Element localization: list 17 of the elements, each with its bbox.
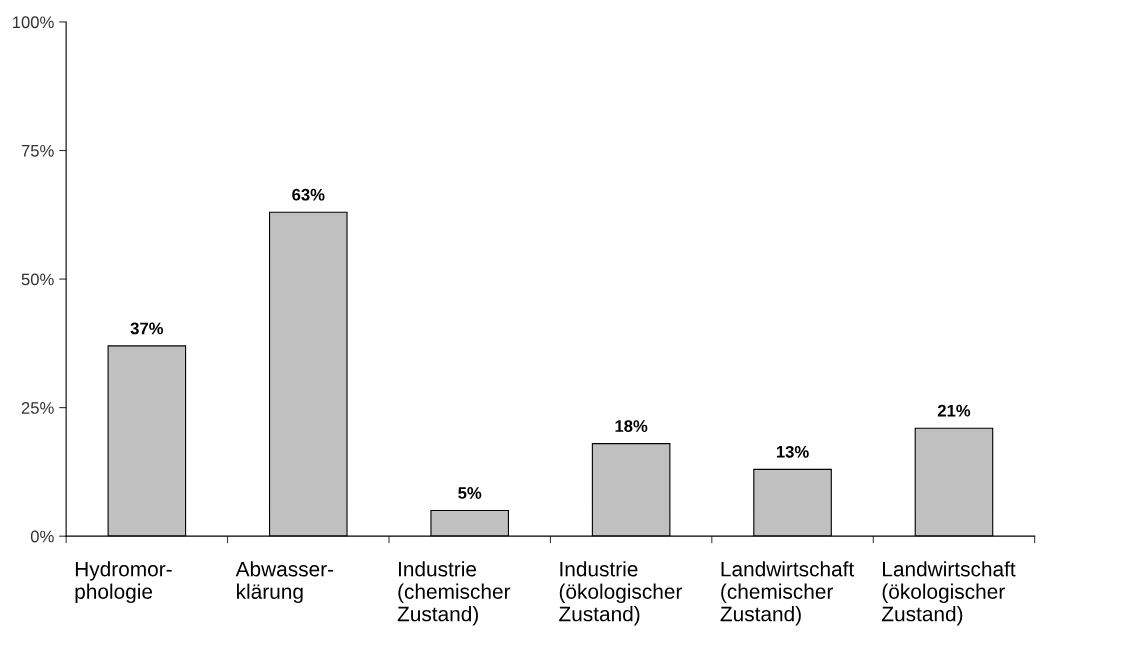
y-tick-label: 50% — [21, 273, 54, 286]
x-tick-label: Industrie (chemischer Zustand) — [397, 561, 511, 626]
data-label: 21% — [937, 404, 971, 417]
y-tick-label: 75% — [21, 144, 54, 157]
data-label: 37% — [130, 322, 164, 335]
x-tick-label: Hydromor- phologie — [75, 561, 172, 604]
data-label: 18% — [615, 420, 648, 432]
x-tick-label: Landwirtschaft (ökologischer Zustand) — [881, 561, 1016, 626]
x-tick-label: Abwasser- klärung — [235, 561, 334, 604]
y-tick-label: 0% — [30, 530, 54, 543]
y-tick-label: 100% — [12, 16, 54, 29]
data-label: 13% — [776, 445, 809, 458]
x-tick-label: Industrie (ökologischer Zustand) — [559, 561, 683, 626]
x-tick-label: Landwirtschaft (chemischer Zustand) — [720, 561, 855, 626]
y-tick-label: 25% — [21, 402, 54, 414]
data-label: 5% — [458, 487, 482, 499]
data-label: 63% — [292, 188, 325, 201]
